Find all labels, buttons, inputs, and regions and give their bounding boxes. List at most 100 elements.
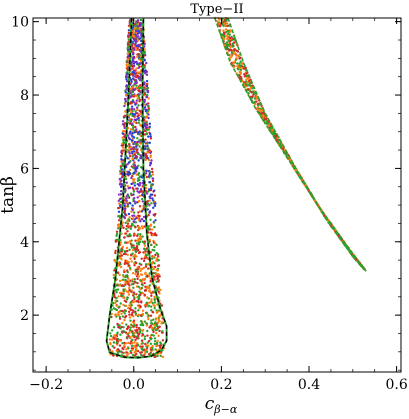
scatter-point — [149, 352, 152, 356]
scatter-point — [137, 90, 141, 93]
scatter-point — [141, 329, 144, 332]
scatter-point — [327, 219, 330, 222]
scatter-point — [133, 296, 136, 299]
scatter-point — [242, 67, 246, 70]
scatter-point — [135, 75, 138, 79]
scatter-point — [118, 204, 122, 207]
scatter-point — [118, 279, 122, 283]
scatter-point — [157, 255, 160, 258]
scatter-point — [123, 312, 127, 315]
scatter-point — [143, 281, 146, 285]
scatter-point — [138, 205, 142, 208]
scatter-point — [132, 70, 135, 73]
scatter-point — [135, 323, 138, 327]
scatter-point — [126, 63, 129, 67]
scatter-point — [137, 76, 140, 80]
scatter-point — [146, 126, 149, 129]
scatter-point — [146, 91, 150, 94]
scatter-point — [145, 256, 148, 259]
scatter-point — [161, 355, 165, 359]
scatter-point — [147, 267, 150, 270]
scatter-point — [144, 158, 147, 162]
scatter-point — [132, 146, 135, 149]
scatter-point — [124, 102, 127, 106]
scatter-point — [149, 135, 152, 138]
scatter-point — [148, 188, 151, 191]
scatter-point — [145, 350, 149, 354]
scatter-point — [117, 210, 121, 213]
scatter-point — [139, 18, 143, 22]
scatter-point — [121, 342, 124, 345]
scatter-point — [129, 146, 133, 149]
scatter-point — [154, 219, 157, 222]
y-axis-ticks: 2 4 6 8 10 — [11, 15, 401, 371]
scatter-point — [132, 35, 136, 38]
scatter-point — [146, 275, 149, 278]
scatter-point — [127, 43, 130, 46]
scatter-point — [124, 281, 128, 284]
scatter-point — [132, 217, 135, 220]
scatter-point — [120, 158, 123, 161]
scatter-point — [130, 110, 133, 114]
scatter-point — [117, 219, 121, 222]
scatter-point — [228, 54, 231, 57]
scatter-point — [123, 236, 126, 239]
scatter-point — [131, 204, 134, 207]
scatter-point — [137, 313, 140, 316]
scatter-point — [126, 253, 129, 256]
scatter-point — [114, 301, 117, 305]
scatter-point — [148, 148, 151, 152]
scatter-point — [138, 181, 142, 185]
scatter-point — [120, 254, 124, 257]
scatter-point — [250, 90, 253, 94]
scatter-point — [128, 307, 132, 310]
scatter-point — [131, 90, 134, 94]
scatter-point — [134, 156, 137, 159]
scatter-point — [143, 320, 146, 323]
scatter-point — [111, 345, 115, 348]
scatter-point — [225, 41, 229, 44]
scatter-point — [136, 329, 139, 333]
scatter-point — [143, 247, 146, 251]
scatter-point — [112, 354, 115, 357]
scatter-point — [126, 72, 129, 76]
scatter-point — [143, 81, 146, 84]
scatter-point — [132, 148, 135, 151]
scatter-point — [144, 138, 147, 141]
scatter-point — [137, 21, 140, 24]
scatter-point — [135, 148, 139, 152]
scatter-point — [147, 225, 150, 228]
scatter-point — [153, 262, 156, 265]
scatter-point — [137, 214, 140, 217]
scatter-point — [237, 54, 240, 57]
scatter-point — [145, 344, 148, 347]
scatter-point — [126, 296, 129, 299]
scatter-point — [271, 129, 274, 132]
scatter-point — [115, 296, 118, 300]
scatter-point — [122, 278, 125, 281]
scatter-point — [152, 206, 155, 209]
scatter-point — [147, 104, 150, 108]
scatter-point — [123, 241, 127, 244]
scatter-point — [124, 232, 128, 235]
scatter-point — [145, 132, 149, 135]
scatter-point — [128, 143, 131, 146]
scatter-point — [124, 197, 128, 200]
scatter-point — [135, 84, 138, 87]
scatter-point — [121, 123, 125, 126]
scatter-point — [138, 262, 141, 265]
scatter-point — [139, 269, 142, 273]
scatter-point — [233, 60, 236, 63]
scatter-point — [143, 66, 146, 69]
scatter-point — [147, 147, 150, 150]
scatter-point — [128, 304, 131, 307]
scatter-point — [135, 217, 138, 220]
scatter-point — [119, 333, 122, 336]
scatter-point — [126, 194, 130, 197]
scatter-point — [161, 339, 165, 342]
scatter-point — [140, 225, 144, 228]
scatter-point — [140, 267, 144, 271]
scatter-point — [229, 56, 232, 59]
scatter-point — [153, 194, 157, 197]
scatter-point — [137, 114, 140, 117]
